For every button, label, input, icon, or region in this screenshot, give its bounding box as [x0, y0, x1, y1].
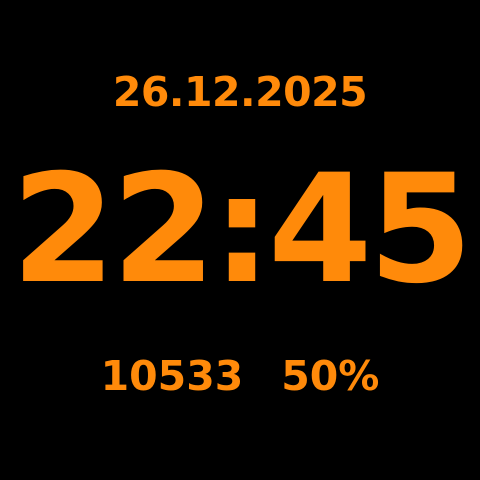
date-display: 26.12.2025: [0, 64, 480, 120]
time-display: 22:45: [0, 150, 480, 310]
stats-row: 10533 50%: [0, 346, 480, 406]
battery-level: 50%: [281, 346, 379, 406]
step-count: 10533: [101, 346, 244, 406]
